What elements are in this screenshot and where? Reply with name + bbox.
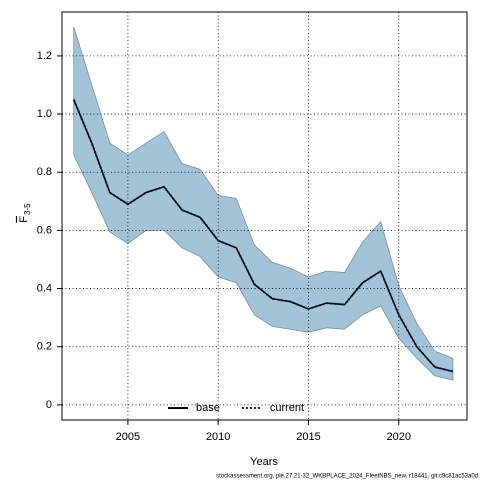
series-line — [72, 99, 454, 373]
x-tick-label: 2020 — [387, 431, 411, 443]
legend-label: current — [270, 402, 304, 414]
y-tick-label: 0 — [46, 399, 52, 411]
x-tick-label: 2005 — [116, 431, 140, 443]
x-tick-label: 2015 — [296, 431, 320, 443]
footer: stockassessment.org, ple.27.21-32_WKBPLA… — [216, 474, 478, 480]
y-tick-label: 0.8 — [37, 166, 52, 178]
y-label-subscript: 3-5 — [23, 203, 32, 215]
y-tick-label: 0.6 — [37, 224, 52, 236]
y-tick-label: 0.4 — [37, 282, 52, 294]
y-tick-label: 0.2 — [37, 341, 52, 353]
x-tick-label: 2010 — [206, 431, 230, 443]
plot-frame — [61, 11, 468, 421]
y-tick-label: 1.0 — [37, 108, 52, 120]
legend-label: base — [196, 402, 220, 414]
x-axis-label: Years — [250, 456, 278, 468]
y-axis-label: F 3-5 — [18, 203, 32, 223]
confidence-band — [73, 26, 454, 381]
y-label-symbol: F — [18, 216, 30, 223]
y-tick-label: 1.2 — [37, 50, 52, 62]
